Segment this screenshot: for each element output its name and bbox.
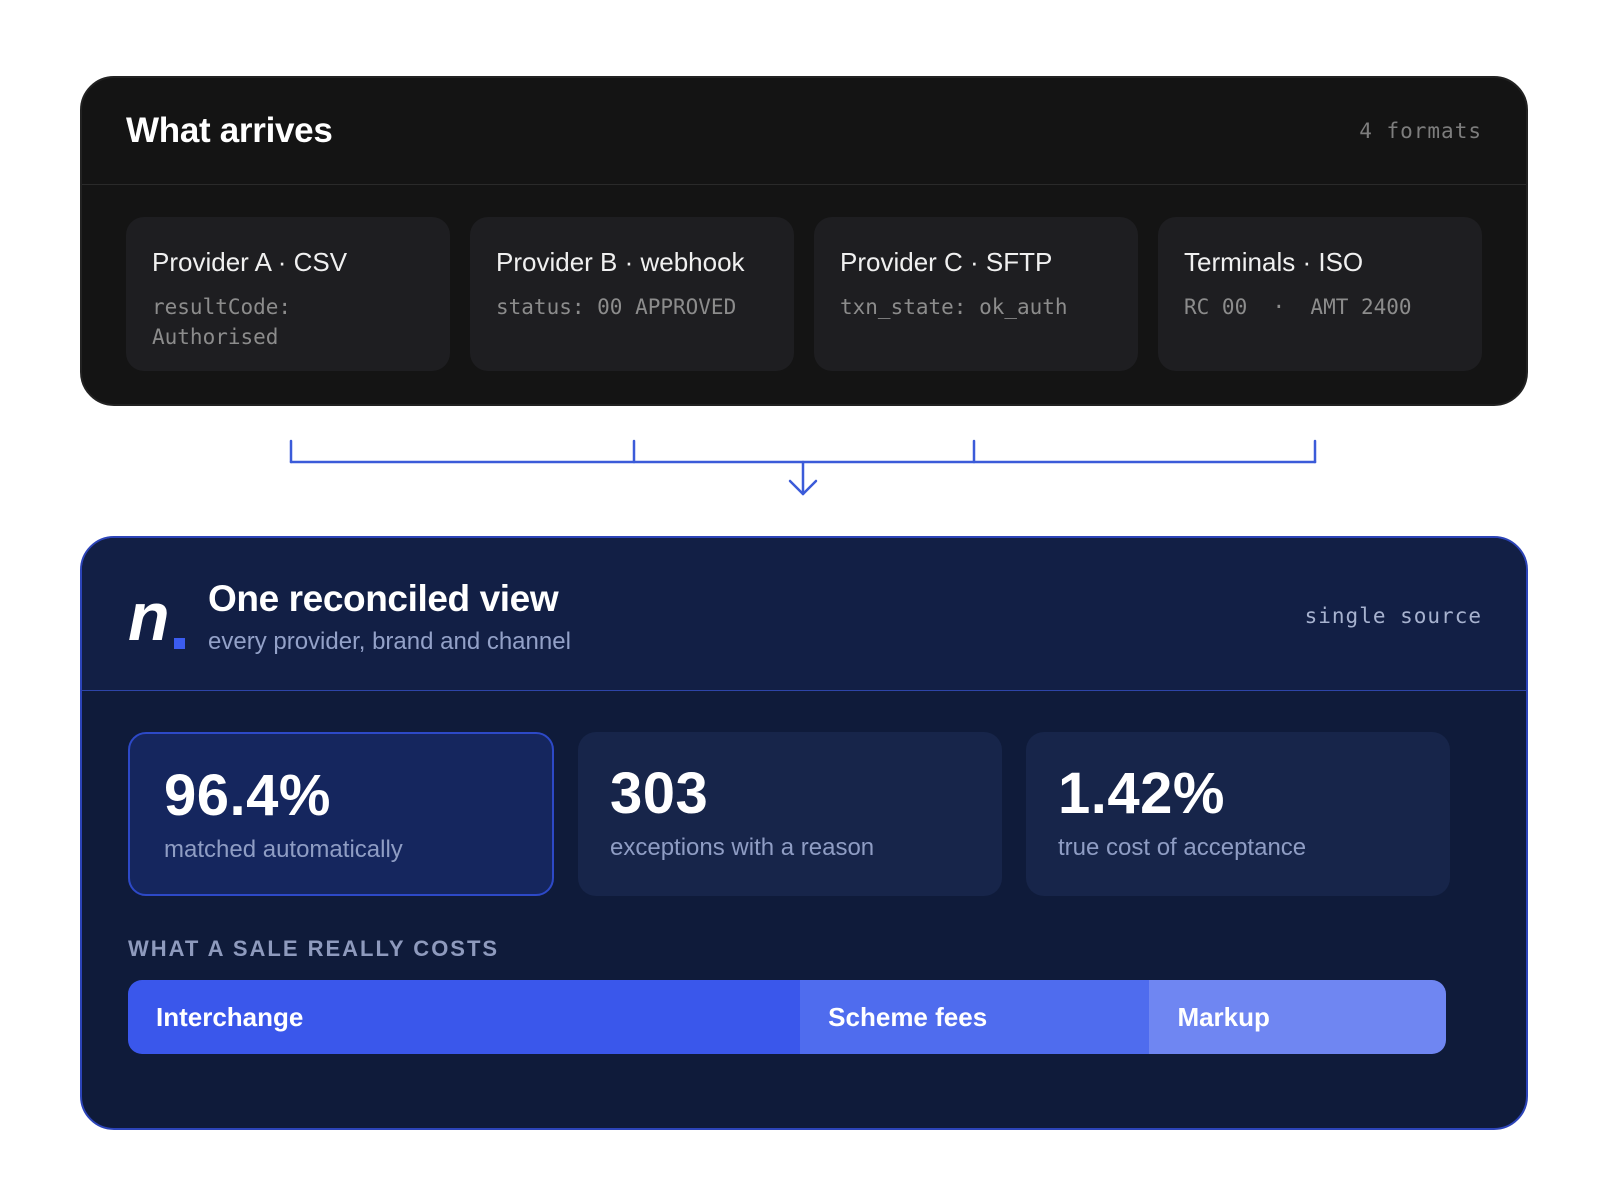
- provider-card-a: Provider A · CSV resultCode: Authorised: [126, 217, 450, 371]
- provider-sample-code: txn_state: ok_auth: [840, 295, 1068, 319]
- provider-name: Terminals · ISO: [1184, 247, 1364, 277]
- stat-value: 303: [610, 761, 709, 826]
- provider-sample-code: status: 00 APPROVED: [496, 295, 737, 319]
- incoming-formats-header: What arrives 4 formats: [82, 78, 1526, 185]
- provider-list: Provider A · CSV resultCode: Authorised …: [82, 185, 1526, 371]
- cost-segment-interchange: Interchange: [128, 980, 801, 1054]
- brand-logo-dot: [174, 638, 185, 649]
- provider-card-c: Provider C · SFTP txn_state: ok_auth: [814, 217, 1138, 371]
- single-source-label: single source: [1304, 604, 1482, 628]
- incoming-formats-title: What arrives: [126, 111, 333, 150]
- cost-breakdown-bar: Interchange Scheme fees Markup: [128, 980, 1446, 1054]
- stat-card-matched: 96.4% matched automatically: [128, 732, 554, 896]
- stat-label: matched automatically: [164, 836, 403, 863]
- provider-card-terminals: Terminals · ISO RC 00 · AMT 2400: [1158, 217, 1482, 371]
- provider-name: Provider C · SFTP: [840, 247, 1053, 277]
- stat-label: exceptions with a reason: [610, 834, 875, 861]
- provider-sample-code: resultCode: Authorised: [152, 295, 292, 349]
- stat-value: 96.4%: [164, 763, 331, 828]
- reconciled-view-panel: n One reconciled view every provider, br…: [80, 536, 1528, 1130]
- stats-row: 96.4% matched automatically 303 exceptio…: [128, 732, 1450, 896]
- reconciled-view-header: n One reconciled view every provider, br…: [82, 538, 1526, 691]
- reconciled-view-title: One reconciled view: [208, 578, 559, 619]
- provider-name: Provider B · webhook: [496, 247, 745, 277]
- provider-card-b: Provider B · webhook status: 00 APPROVED: [470, 217, 794, 371]
- stat-value: 1.42%: [1058, 761, 1225, 826]
- cost-segment-scheme-fees: Scheme fees: [800, 980, 1150, 1054]
- provider-name: Provider A · CSV: [152, 247, 348, 277]
- stat-label: true cost of acceptance: [1058, 834, 1307, 861]
- cost-breakdown-heading: WHAT A SALE REALLY COSTS: [128, 936, 500, 961]
- reconciled-view-subtitle: every provider, brand and channel: [208, 628, 571, 655]
- stat-card-cost: 1.42% true cost of acceptance: [1026, 732, 1450, 896]
- arrow-down-icon: [788, 479, 818, 496]
- merge-connector: [289, 439, 1317, 496]
- brand-logo: n: [128, 579, 170, 655]
- format-count: 4 formats: [1359, 119, 1482, 143]
- provider-sample-code: RC 00 · AMT 2400: [1184, 295, 1412, 319]
- cost-segment-markup: Markup: [1149, 980, 1446, 1054]
- stat-card-exceptions: 303 exceptions with a reason: [578, 732, 1002, 896]
- incoming-formats-panel: What arrives 4 formats Provider A · CSV …: [80, 76, 1528, 406]
